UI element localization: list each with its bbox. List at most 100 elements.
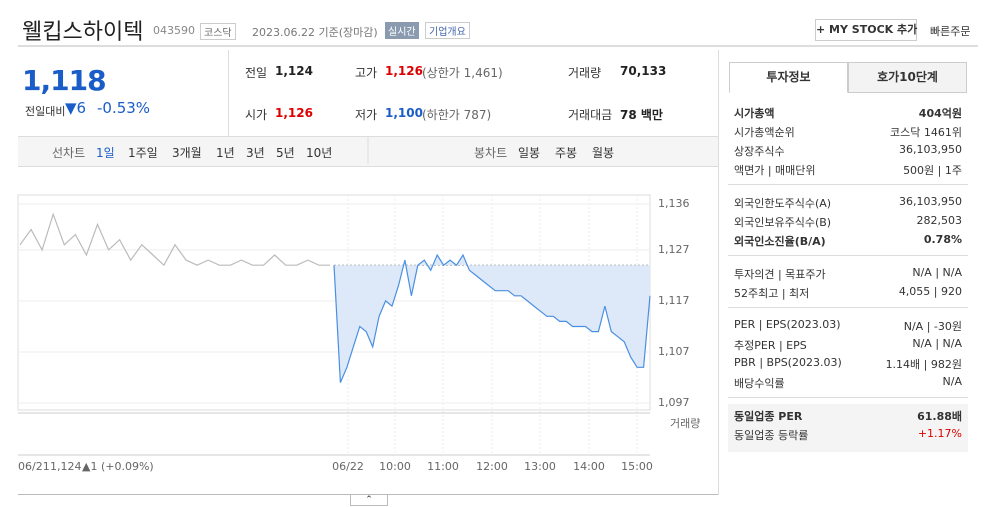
- info-value: 36,103,950: [899, 143, 962, 156]
- x-tick-label: 15:00: [621, 460, 653, 473]
- quick-order[interactable]: 빠른주문: [930, 25, 971, 38]
- info-label: 시가총액: [734, 107, 775, 120]
- divider: [18, 45, 978, 47]
- summary-value: 1,100: [385, 106, 423, 120]
- current-price: 1,118: [22, 64, 107, 97]
- info-value: 코스닥 1461위: [890, 126, 962, 139]
- x-tick-label: 10:00: [379, 460, 411, 473]
- market-badge: 코스닥: [200, 23, 236, 40]
- info-label: 동일업종 등락률: [734, 429, 809, 442]
- info-label: 추정PER | EPS: [734, 339, 807, 352]
- collapse-button[interactable]: ⌃: [350, 495, 388, 506]
- mystock-button[interactable]: + MY STOCK 추가: [815, 19, 917, 41]
- info-value: +1.17%: [917, 427, 962, 440]
- info-value: 282,503: [916, 214, 963, 227]
- y-tick-label: 1,097: [658, 396, 690, 409]
- price-line: [333, 253, 651, 383]
- summary-value: 1,126: [275, 106, 313, 120]
- company-info[interactable]: 기업개요: [425, 22, 470, 39]
- divider: [18, 494, 718, 495]
- info-value: 500원 | 1주: [903, 164, 962, 177]
- summary-value: 70,133: [620, 64, 667, 78]
- change-label: 전일대비: [25, 105, 66, 118]
- summary-label: 고가: [355, 66, 378, 80]
- prev-change: ▲1 (+0.09%): [82, 460, 154, 473]
- info-value: 36,103,950: [899, 195, 962, 208]
- date: 2023.06.22 기준(장마감): [252, 26, 378, 39]
- summary-label: 거래량: [568, 66, 602, 80]
- info-value: 1.14배 | 982원: [885, 358, 962, 371]
- info-label: 액면가 | 매매단위: [734, 164, 816, 177]
- volume-label: 거래량: [670, 417, 700, 430]
- info-value: N/A | N/A: [912, 337, 962, 350]
- summary-label: 거래대금: [568, 108, 613, 122]
- info-label: 시가총액순위: [734, 126, 795, 139]
- change-pct: -0.53%: [97, 99, 151, 117]
- x-tick-label: 06/22: [332, 460, 364, 473]
- prev-day: 06/21: [18, 460, 50, 473]
- period-tab[interactable]: 3년: [246, 146, 265, 160]
- info-value: 404억원: [918, 107, 962, 120]
- period-tab[interactable]: 5년: [276, 146, 295, 160]
- prev-close: 1,124: [50, 460, 82, 473]
- summary-label: 전일: [245, 66, 268, 80]
- divider: [718, 50, 719, 495]
- x-tick-label: 12:00: [476, 460, 508, 473]
- side-tab[interactable]: 투자정보: [729, 62, 848, 93]
- divider: [728, 255, 968, 256]
- summary-label: 시가: [245, 108, 268, 122]
- summary-sub: (하한가 787): [422, 108, 492, 122]
- stock-name: 웰킵스하이텍: [22, 20, 144, 45]
- tab-label: 선차트: [52, 146, 86, 160]
- period-tab[interactable]: 1주일: [128, 146, 158, 160]
- info-value: N/A | N/A: [912, 266, 962, 279]
- y-tick-label: 1,136: [658, 197, 690, 210]
- info-value: N/A | -30원: [903, 320, 962, 333]
- info-label: 52주최고 | 최저: [734, 287, 810, 300]
- x-tick-label: 13:00: [524, 460, 556, 473]
- info-label: 외국인소진율(B/A): [734, 235, 826, 248]
- side-tab[interactable]: 호가10단계: [848, 62, 967, 93]
- period-tab[interactable]: 1일: [96, 146, 115, 160]
- summary-sub: (상한가 1,461): [422, 66, 503, 80]
- period-tab[interactable]: 1년: [216, 146, 235, 160]
- change: ▼6: [65, 99, 87, 117]
- info-label: 상장주식수: [734, 145, 785, 158]
- divider: [728, 397, 968, 398]
- info-label: 외국인보유주식수(B): [734, 216, 832, 229]
- tab-label: 봉차트: [474, 146, 508, 160]
- summary-value: 1,124: [275, 64, 313, 78]
- realtime-badge[interactable]: 실시간: [385, 22, 419, 39]
- info-label: 외국인한도주식수(A): [734, 197, 832, 210]
- info-value: 4,055 | 920: [898, 285, 962, 298]
- summary-value: 78 백만: [620, 108, 663, 122]
- summary-label: 저가: [355, 108, 378, 122]
- stock-code: 043590: [153, 24, 195, 37]
- info-label: 배당수익률: [734, 377, 785, 390]
- divider: [728, 307, 968, 308]
- candle-tab[interactable]: 월봉: [592, 146, 615, 160]
- period-tab[interactable]: 3개월: [172, 146, 202, 160]
- info-label: PER | EPS(2023.03): [734, 318, 841, 331]
- divider: [728, 184, 968, 185]
- info-label: 동일업종 PER: [734, 410, 803, 423]
- section-bg: [728, 404, 968, 452]
- period-tab[interactable]: 10년: [306, 146, 333, 160]
- candle-tab[interactable]: 일봉: [518, 146, 541, 160]
- summary-value: 1,126: [385, 64, 423, 78]
- x-tick-label: 14:00: [573, 460, 605, 473]
- y-tick-label: 1,107: [658, 345, 690, 358]
- x-tick-label: 11:00: [427, 460, 459, 473]
- y-tick-label: 1,117: [658, 294, 690, 307]
- divider: [228, 50, 229, 136]
- info-value: 61.88배: [917, 410, 962, 423]
- info-value: 0.78%: [923, 233, 962, 246]
- info-label: 투자의견 | 목표주가: [734, 268, 826, 281]
- info-value: N/A: [942, 375, 962, 388]
- price-line: [19, 212, 330, 267]
- info-label: PBR | BPS(2023.03): [734, 356, 842, 369]
- candle-tab[interactable]: 주봉: [555, 146, 578, 160]
- y-tick-label: 1,127: [658, 243, 690, 256]
